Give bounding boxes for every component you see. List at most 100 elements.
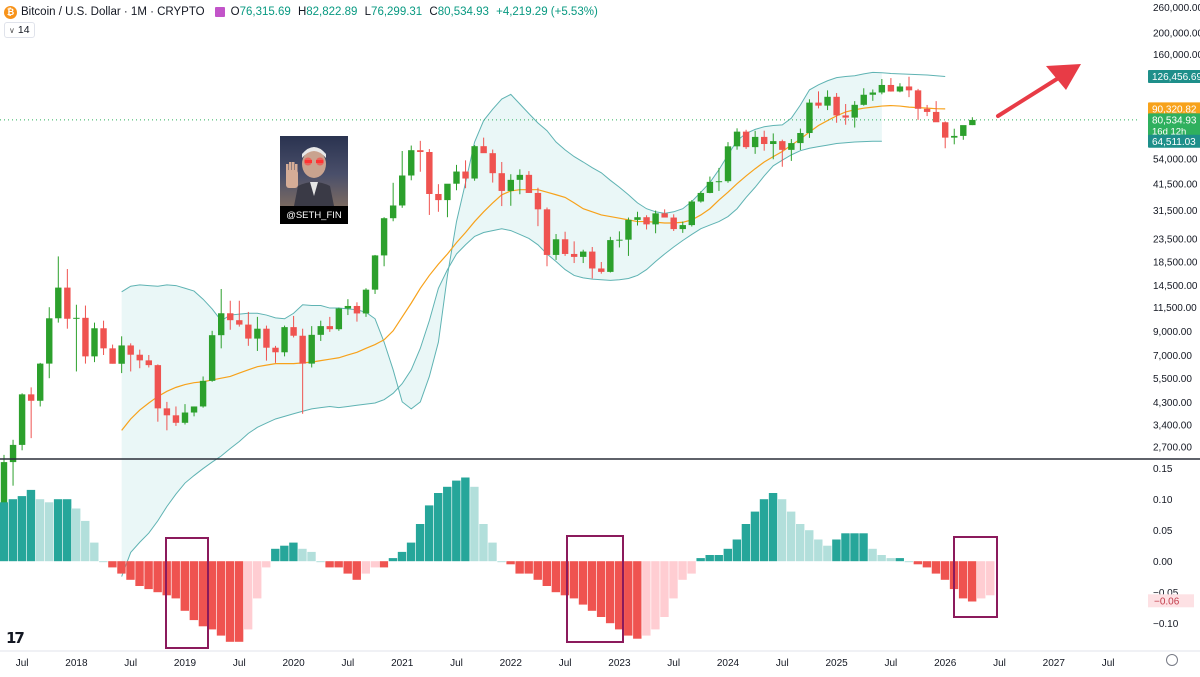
oscillator-tick-label: 0.15 xyxy=(1153,464,1173,475)
price-tick-label: 11,500.00 xyxy=(1153,303,1197,314)
candle-body xyxy=(317,326,324,335)
tradingview-logo[interactable]: 17 xyxy=(6,629,25,647)
histogram-bar xyxy=(117,561,126,574)
time-axis-label: Jul xyxy=(16,658,29,669)
candle-body xyxy=(163,408,171,416)
histogram-bar xyxy=(216,561,226,636)
time-axis-label: Jul xyxy=(993,658,1006,669)
histogram-bar xyxy=(904,561,913,563)
time-axis-label: 2020 xyxy=(282,658,305,669)
symbol-title[interactable]: Bitcoin / U.S. Dollar · 1M · CRYPTO xyxy=(21,6,205,18)
histogram-bar xyxy=(823,545,832,562)
price-tick-label: 2,700.00 xyxy=(1153,443,1192,454)
histogram-bar xyxy=(388,558,398,562)
histogram-bar xyxy=(967,561,977,602)
oscillator-badge-label: −0.06 xyxy=(1154,596,1180,607)
histogram-bar xyxy=(406,542,416,562)
histogram-bar xyxy=(397,551,407,562)
candle-body xyxy=(236,320,243,325)
histogram-bar xyxy=(633,561,642,639)
histogram-bar xyxy=(524,561,533,574)
candle-body xyxy=(0,462,8,504)
candle-body xyxy=(127,345,134,355)
price-tick-label: 23,500.00 xyxy=(1153,234,1198,245)
histogram-bar xyxy=(714,555,723,562)
time-axis-label: Jul xyxy=(1102,658,1115,669)
histogram-bar xyxy=(805,530,814,562)
histogram-bar xyxy=(262,561,271,568)
histogram-bar xyxy=(651,561,660,630)
candle-body xyxy=(417,150,424,153)
histogram-bar xyxy=(452,480,461,562)
candle-body xyxy=(91,328,98,357)
candle-body xyxy=(380,218,388,256)
candle-body xyxy=(118,345,125,364)
high-value: 82,822.89 xyxy=(306,6,358,18)
candle-body xyxy=(534,192,542,210)
price-badge xyxy=(1148,102,1200,116)
candle-body xyxy=(860,94,867,105)
candle-body xyxy=(951,135,958,138)
histogram-bar xyxy=(316,561,325,563)
flag-icon[interactable] xyxy=(214,7,225,17)
time-axis-label: 2021 xyxy=(391,658,414,669)
oscillator-tick-label: 0.00 xyxy=(1153,557,1173,568)
time-axis-label: 2018 xyxy=(65,658,88,669)
candle-body xyxy=(561,239,569,254)
histogram-bar xyxy=(768,493,778,562)
candle-body xyxy=(806,102,813,133)
candle-body xyxy=(706,181,714,193)
candle-body xyxy=(299,335,306,364)
settings-gear-icon[interactable] xyxy=(1166,654,1178,666)
histogram-bar xyxy=(8,499,18,562)
histogram-bar xyxy=(705,555,714,562)
candle-body xyxy=(923,108,931,112)
highlight-box xyxy=(953,536,998,618)
candle-body xyxy=(498,173,505,191)
histogram-bar xyxy=(207,561,217,630)
candle-body xyxy=(46,318,53,364)
candle-body xyxy=(154,365,162,409)
arrow-annotation xyxy=(996,70,1070,118)
candle-body xyxy=(688,201,695,226)
histogram-bar xyxy=(153,561,162,593)
indicator-period-toggle[interactable]: ∨ 14 xyxy=(4,22,35,38)
histogram-bar xyxy=(44,502,54,562)
histogram-bar xyxy=(596,561,606,617)
histogram-bar xyxy=(271,548,280,562)
histogram-bar xyxy=(615,561,624,630)
histogram-bar xyxy=(243,561,253,630)
histogram-bar xyxy=(497,561,506,563)
histogram-bar xyxy=(931,561,941,574)
histogram-bar xyxy=(488,542,497,562)
oscillator-tick-label: 0.05 xyxy=(1153,526,1173,537)
histogram-bar xyxy=(361,561,370,574)
candle-body xyxy=(399,175,406,206)
time-axis-label: Jul xyxy=(885,658,898,669)
oscillator-tick-label: −0.10 xyxy=(1153,619,1179,630)
histogram-bar xyxy=(298,548,307,562)
price-badge-label: 90,320.82 xyxy=(1152,104,1197,115)
price-tick-label: 4,300.00 xyxy=(1153,398,1192,409)
histogram-bar xyxy=(605,561,615,624)
candle-body xyxy=(625,219,632,240)
candle-body xyxy=(136,354,143,361)
candle-body xyxy=(932,111,940,123)
price-tick-label: 160,000.00 xyxy=(1153,50,1200,61)
candle-body xyxy=(670,217,677,230)
histogram-bar xyxy=(99,561,108,563)
histogram-bar xyxy=(850,533,859,562)
time-axis-label: Jul xyxy=(776,658,789,669)
oscillator-badge xyxy=(1148,594,1194,608)
histogram-bar xyxy=(62,499,72,562)
histogram-bar xyxy=(72,508,81,562)
histogram-bar xyxy=(759,499,769,562)
price-tick-label: 3,400.00 xyxy=(1153,420,1192,431)
candle-body xyxy=(199,380,207,407)
candle-body xyxy=(552,239,560,255)
price-badge xyxy=(1148,69,1200,83)
low-value: 76,299.31 xyxy=(371,6,423,18)
candle-body xyxy=(516,174,524,180)
